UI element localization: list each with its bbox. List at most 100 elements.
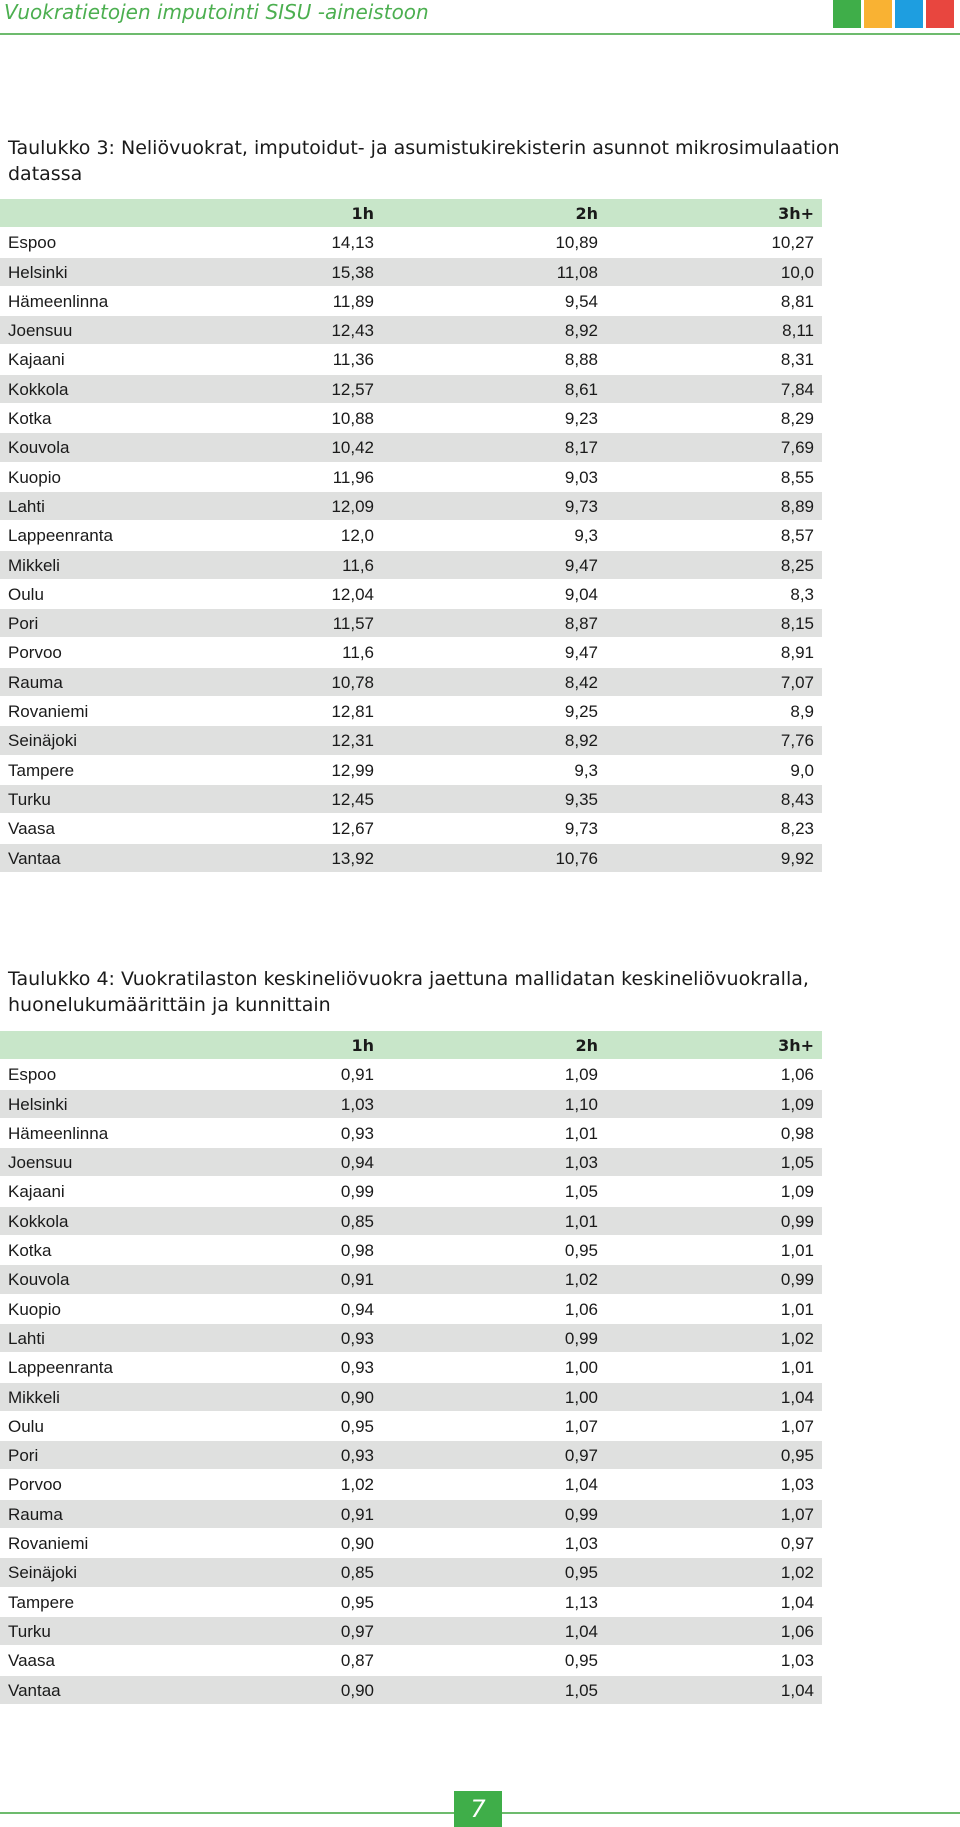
value-cell: 10,0 xyxy=(780,262,814,282)
value-cell: 8,42 xyxy=(564,672,598,692)
value-cell: 1,05 xyxy=(564,1680,598,1700)
municipality-cell: Mikkeli xyxy=(8,555,60,575)
value-cell: 8,81 xyxy=(780,291,814,311)
municipality-cell: Porvoo xyxy=(8,643,62,663)
column-header: 1h xyxy=(351,1036,374,1055)
color-swatch-orange xyxy=(864,0,892,28)
value-cell: 0,87 xyxy=(340,1651,374,1671)
value-cell: 0,98 xyxy=(780,1123,814,1143)
value-cell: 0,90 xyxy=(340,1534,374,1554)
value-cell: 1,09 xyxy=(564,1065,598,1085)
municipality-cell: Joensuu xyxy=(8,1153,73,1173)
value-cell: 11,6 xyxy=(342,555,374,575)
value-cell: 9,73 xyxy=(564,496,598,516)
table-header-row: 1h 2h 3h+ xyxy=(0,199,822,229)
value-cell: 0,91 xyxy=(340,1065,374,1085)
value-cell: 1,07 xyxy=(780,1416,814,1436)
value-cell: 7,76 xyxy=(780,731,814,751)
column-header: 3h+ xyxy=(778,204,814,223)
municipality-cell: Joensuu xyxy=(8,321,73,341)
value-cell: 11,36 xyxy=(332,350,374,370)
value-cell: 1,03 xyxy=(564,1153,598,1173)
value-cell: 1,02 xyxy=(780,1328,814,1348)
value-cell: 0,93 xyxy=(340,1328,374,1348)
value-cell: 1,06 xyxy=(564,1299,598,1319)
value-cell: 9,03 xyxy=(564,467,598,487)
municipality-cell: Kokkola xyxy=(8,1211,69,1231)
value-cell: 1,01 xyxy=(780,1299,814,1319)
value-cell: 8,92 xyxy=(564,321,598,341)
column-header: 2h xyxy=(575,1036,598,1055)
table-row: Lappeenranta 0,93 1,00 1,01 xyxy=(0,1353,822,1383)
municipality-cell: Kuopio xyxy=(8,467,61,487)
value-cell: 1,03 xyxy=(340,1094,374,1114)
value-cell: 12,31 xyxy=(331,731,374,751)
municipality-cell: Kuopio xyxy=(8,1299,61,1319)
value-cell: 1,06 xyxy=(780,1065,814,1085)
table-row: Rauma 10,78 8,42 7,07 xyxy=(0,667,822,698)
value-cell: 0,93 xyxy=(340,1358,374,1378)
value-cell: 8,61 xyxy=(564,379,598,399)
municipality-cell: Espoo xyxy=(8,233,57,253)
value-cell: 0,97 xyxy=(780,1534,814,1554)
value-cell: 12,67 xyxy=(331,819,374,839)
table-row: Porvoo 1,02 1,04 1,03 xyxy=(0,1470,822,1500)
table-row: Espoo 0,91 1,09 1,06 xyxy=(0,1060,822,1090)
municipality-cell: Seinäjoki xyxy=(8,731,77,751)
value-cell: 1,01 xyxy=(780,1241,814,1261)
table-row: Seinäjoki 12,31 8,92 7,76 xyxy=(0,726,822,756)
value-cell: 0,99 xyxy=(780,1270,814,1290)
municipality-cell: Rovaniemi xyxy=(8,1534,89,1554)
value-cell: 0,93 xyxy=(340,1446,374,1466)
value-cell: 8,11 xyxy=(782,321,814,341)
value-cell: 1,02 xyxy=(340,1475,374,1495)
value-cell: 0,94 xyxy=(340,1299,374,1319)
value-cell: 9,54 xyxy=(564,291,598,311)
value-cell: 8,43 xyxy=(780,789,814,809)
table-row: Oulu 0,95 1,07 1,07 xyxy=(0,1411,822,1442)
page-number: 7 xyxy=(454,1791,502,1827)
table-row: Hämeenlinna 11,89 9,54 8,81 xyxy=(0,286,822,317)
value-cell: 7,07 xyxy=(780,672,814,692)
value-cell: 12,0 xyxy=(340,526,374,546)
value-cell: 1,05 xyxy=(564,1182,598,1202)
value-cell: 1,04 xyxy=(780,1387,814,1407)
table-row: Vaasa 12,67 9,73 8,23 xyxy=(0,814,822,844)
municipality-cell: Oulu xyxy=(8,584,44,604)
value-cell: 8,57 xyxy=(780,526,814,546)
value-cell: 1,06 xyxy=(780,1621,814,1641)
value-cell: 8,23 xyxy=(780,819,814,839)
value-cell: 8,3 xyxy=(790,584,814,604)
value-cell: 1,00 xyxy=(564,1387,598,1407)
value-cell: 8,92 xyxy=(564,731,598,751)
value-cell: 8,17 xyxy=(564,438,598,458)
color-swatches xyxy=(833,0,954,28)
value-cell: 12,45 xyxy=(331,789,374,809)
value-cell: 0,94 xyxy=(340,1153,374,1173)
value-cell: 0,90 xyxy=(340,1387,374,1407)
municipality-cell: Hämeenlinna xyxy=(8,291,109,311)
table-row: Joensuu 12,43 8,92 8,11 xyxy=(0,316,822,346)
value-cell: 1,04 xyxy=(564,1475,598,1495)
municipality-cell: Tampere xyxy=(8,1592,75,1612)
table-row: Lahti 0,93 0,99 1,02 xyxy=(0,1323,822,1354)
value-cell: 0,91 xyxy=(340,1504,374,1524)
table-row: Kouvola 10,42 8,17 7,69 xyxy=(0,433,822,463)
value-cell: 0,85 xyxy=(340,1211,374,1231)
value-cell: 10,42 xyxy=(331,438,374,458)
document-title: Vuokratietojen imputointi SISU -aineisto… xyxy=(4,0,429,24)
value-cell: 12,57 xyxy=(331,379,374,399)
table4: 1h 2h 3h+ Espoo 0,91 1,09 1,06 Helsinki 1,03 1,10… xyxy=(0,1031,822,1705)
municipality-cell: Kotka xyxy=(8,409,52,429)
municipality-cell: Helsinki xyxy=(8,1094,68,1114)
value-cell: 14,13 xyxy=(331,233,374,253)
value-cell: 12,81 xyxy=(331,702,374,722)
table-row: Lahti 12,09 9,73 8,89 xyxy=(0,491,822,522)
value-cell: 0,99 xyxy=(564,1328,598,1348)
table-row: Mikkeli 0,90 1,00 1,04 xyxy=(0,1382,822,1412)
table-row: Kuopio 11,96 9,03 8,55 xyxy=(0,462,822,492)
table-row: Lappeenranta 12,0 9,3 8,57 xyxy=(0,521,822,551)
municipality-cell: Rovaniemi xyxy=(8,702,89,722)
value-cell: 0,99 xyxy=(780,1211,814,1231)
table-row: Vantaa 0,90 1,05 1,04 xyxy=(0,1675,822,1705)
